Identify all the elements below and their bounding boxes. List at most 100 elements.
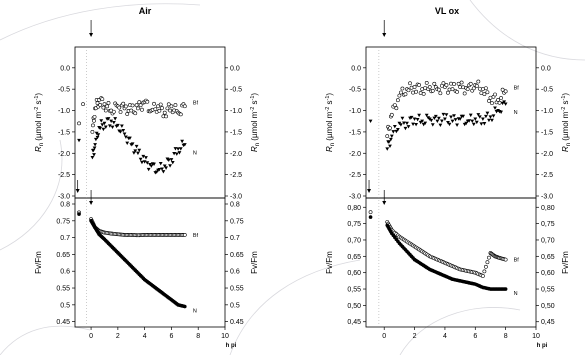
data-point xyxy=(465,87,470,92)
data-point xyxy=(412,85,417,89)
data-point xyxy=(453,118,458,122)
data-point xyxy=(90,155,95,160)
data-point xyxy=(477,115,482,119)
data-point xyxy=(395,128,400,132)
x-tick-label: 2 xyxy=(116,333,120,340)
data-point xyxy=(485,260,490,265)
data-point xyxy=(140,160,144,165)
data-point xyxy=(93,137,98,142)
x-tick-label: 10 xyxy=(221,333,229,340)
bottom-series-N: N xyxy=(368,215,518,297)
data-point xyxy=(368,215,373,219)
data-point xyxy=(403,92,408,97)
top-y-tick-label-right: -3.0 xyxy=(230,194,242,201)
data-point xyxy=(125,141,130,146)
data-point xyxy=(484,114,488,119)
data-point xyxy=(443,117,447,121)
top-series-N: N xyxy=(368,100,518,151)
data-point xyxy=(138,103,143,108)
x-tick-label: 4 xyxy=(443,333,447,340)
bottom-panel-frame xyxy=(365,197,537,328)
top-y-tick-label-right: -2.0 xyxy=(541,151,553,158)
data-point xyxy=(100,97,105,101)
data-point xyxy=(409,85,414,90)
data-point xyxy=(183,304,187,309)
data-point xyxy=(110,125,115,129)
data-point xyxy=(490,101,494,106)
data-point xyxy=(134,103,139,108)
data-point xyxy=(424,80,429,85)
data-point xyxy=(403,126,408,131)
data-point xyxy=(178,112,183,117)
data-point xyxy=(420,87,425,92)
x-tick-label: 10 xyxy=(532,333,540,340)
data-point xyxy=(490,118,494,123)
data-point xyxy=(414,89,418,94)
treatment-arrowhead xyxy=(382,201,387,205)
data-point xyxy=(142,160,147,164)
top-y-tick-label-right: 0.0 xyxy=(541,65,551,72)
chart-title: VL ox xyxy=(435,6,459,16)
bottom-y-tick-label-left: 0,55 xyxy=(347,287,361,294)
data-point xyxy=(429,118,434,123)
data-point xyxy=(450,119,455,124)
data-point xyxy=(480,87,485,92)
data-point xyxy=(125,112,130,116)
x-tick-label: 6 xyxy=(169,333,173,340)
top-y-tick-label-left: -1.5 xyxy=(349,129,361,136)
data-point xyxy=(122,132,127,136)
data-point xyxy=(435,119,440,124)
data-point xyxy=(168,164,172,168)
data-point xyxy=(420,119,425,124)
data-point xyxy=(427,85,432,89)
data-point xyxy=(130,103,135,108)
top-y-tick-label-right: -1.5 xyxy=(230,129,242,136)
data-point xyxy=(449,81,453,86)
data-point xyxy=(436,116,441,121)
data-point xyxy=(388,126,392,131)
x-tick-label: 6 xyxy=(473,333,477,340)
data-point xyxy=(105,104,110,109)
top-y-tick-label-left: -1.5 xyxy=(58,129,70,136)
bottom-y-tick-label-left: 0,70 xyxy=(347,237,361,244)
data-point xyxy=(502,100,507,104)
data-point xyxy=(140,107,144,112)
data-point xyxy=(474,83,479,88)
data-point xyxy=(182,104,187,109)
data-point xyxy=(385,147,390,151)
data-point xyxy=(394,106,399,111)
data-point xyxy=(488,95,493,100)
data-point xyxy=(178,147,183,151)
data-point xyxy=(133,149,138,153)
data-point xyxy=(499,96,503,100)
bottom-y-tick-label-right: 0.7 xyxy=(230,235,240,242)
bottom-y-tick-label-right: 0,65 xyxy=(541,254,555,261)
data-point xyxy=(487,255,491,260)
data-point xyxy=(389,134,394,138)
data-point xyxy=(468,113,473,118)
data-point xyxy=(412,117,417,121)
bottom-y-label-left: Fv/Fm xyxy=(325,251,334,274)
data-point xyxy=(162,110,167,115)
top-y-tick-label-right: 0.0 xyxy=(230,65,240,72)
top-y-tick-label-left: -2.0 xyxy=(58,151,70,158)
top-y-tick-label-left: -1.0 xyxy=(349,108,361,115)
data-point xyxy=(132,151,136,155)
data-point xyxy=(172,152,177,156)
bottom-y-label-left: Fv/Fm xyxy=(34,251,43,274)
data-point xyxy=(391,130,396,134)
data-point xyxy=(438,123,443,127)
data-point xyxy=(129,108,134,113)
data-point xyxy=(479,122,484,126)
data-point xyxy=(158,161,163,166)
data-point xyxy=(467,119,472,123)
data-point xyxy=(157,108,162,113)
bottom-y-tick-label-right: 0,80 xyxy=(541,205,555,212)
data-point xyxy=(455,90,459,94)
data-point xyxy=(418,91,423,95)
data-point xyxy=(137,100,142,105)
bottom-y-tick-label-right: 0,75 xyxy=(541,221,555,228)
data-point xyxy=(397,93,402,98)
data-point xyxy=(409,115,414,120)
